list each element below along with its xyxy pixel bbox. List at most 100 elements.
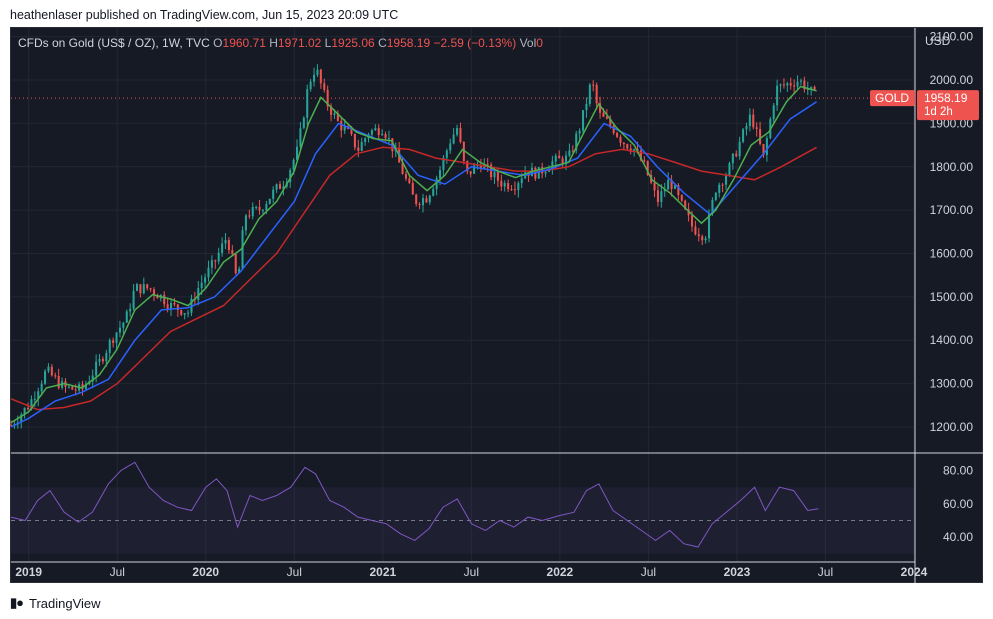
candle-body	[799, 80, 802, 82]
candle-body	[44, 371, 47, 384]
price-tick-label: 1600.00	[930, 247, 974, 261]
ma-mid-line	[10, 101, 818, 428]
candle-body	[599, 103, 602, 113]
candle-body	[255, 206, 258, 208]
candle-body	[316, 69, 319, 75]
candle-body	[9, 424, 13, 426]
candle-body	[452, 134, 455, 144]
candle-body	[762, 144, 765, 156]
candle-body	[670, 179, 673, 189]
candle-body	[677, 185, 680, 195]
candle-body	[537, 167, 540, 179]
candle-body	[357, 147, 360, 151]
legend-low: 1925.06	[331, 36, 375, 50]
candle-body	[779, 84, 782, 86]
candle-body	[343, 126, 346, 131]
candle-body	[646, 160, 649, 175]
candle-body	[633, 149, 636, 152]
candle-body	[745, 125, 748, 130]
candle-body	[336, 113, 339, 121]
candle-body	[449, 143, 452, 151]
candle-body	[350, 128, 353, 135]
candle-body	[667, 179, 670, 190]
candle-body	[258, 206, 261, 211]
candle-body	[248, 215, 251, 217]
candle-body	[122, 322, 125, 328]
price-tick-label: 2100.00	[930, 30, 974, 44]
candle-body	[353, 134, 356, 148]
candle-body	[673, 185, 676, 189]
price-tick-label: 2000.00	[930, 73, 974, 87]
price-tick-label: 1700.00	[930, 203, 974, 217]
candle-body	[224, 239, 227, 244]
ma-fast-line	[10, 85, 817, 424]
candle-body	[340, 120, 343, 131]
candle-body	[609, 118, 612, 126]
rsi-line	[10, 461, 819, 548]
candle-body	[401, 162, 404, 175]
candle-body	[694, 226, 697, 235]
candle-body	[74, 389, 77, 391]
candle-body	[616, 133, 619, 137]
candle-body	[752, 114, 755, 128]
candle-body	[803, 80, 806, 90]
candle-body	[306, 89, 309, 118]
candle-body	[612, 125, 615, 134]
candle-body	[244, 215, 247, 231]
candle-body	[626, 144, 629, 149]
ma-slow-line	[10, 146, 817, 411]
price-tick-label: 1400.00	[930, 333, 974, 347]
rsi-tick-label: 40.00	[943, 530, 973, 544]
candle-body	[588, 84, 591, 104]
candle-body	[40, 383, 43, 392]
candle-body	[796, 81, 799, 87]
candle-body	[149, 288, 152, 290]
candle-body	[513, 189, 516, 191]
candle-body	[561, 158, 564, 165]
candle-body	[238, 268, 241, 274]
candle-body	[486, 164, 489, 166]
candle-body	[721, 184, 724, 186]
candle-body	[404, 174, 407, 179]
candle-body	[333, 113, 336, 115]
candle-body	[731, 153, 734, 164]
candle-body	[146, 284, 149, 289]
candle-body	[748, 114, 751, 126]
candle-body	[176, 304, 179, 311]
candle-body	[425, 198, 428, 203]
candle-body	[187, 312, 190, 314]
candle-body	[295, 146, 299, 160]
candle-body	[636, 149, 639, 151]
chart-frame[interactable]	[10, 27, 983, 583]
candle-body	[585, 103, 588, 111]
candle-body	[166, 304, 169, 309]
candle-body	[782, 84, 785, 86]
candle-body	[265, 203, 268, 211]
candle-body	[551, 161, 554, 170]
candle-body	[268, 198, 271, 204]
candle-body	[330, 106, 333, 115]
price-tag-symbol: GOLD	[875, 91, 909, 105]
candle-body	[152, 289, 156, 295]
candle-body	[105, 352, 108, 362]
candle-body	[37, 391, 40, 399]
candle-body	[697, 234, 700, 237]
candle-body	[57, 375, 60, 388]
candle-body	[71, 386, 74, 390]
price-axis: 1200.00 1300.00 1400.00 1500.00 1600.00 1700.…	[930, 30, 974, 434]
tradingview-logo[interactable]: ▮● TradingView	[10, 595, 101, 611]
candle-body	[91, 375, 94, 382]
candle-body	[54, 375, 57, 377]
legend-vol: 0	[536, 36, 543, 50]
price-tick-label: 1200.00	[930, 420, 974, 434]
candle-body	[558, 155, 561, 159]
candle-body	[725, 175, 728, 185]
candle-body	[241, 230, 244, 269]
candle-body	[445, 150, 448, 158]
time-tick-label: 2022	[547, 565, 574, 579]
rsi-axis: 40.00 60.00 80.00	[943, 464, 973, 544]
candle-body	[568, 150, 571, 156]
candle-body	[132, 290, 135, 309]
price-tick-label: 1800.00	[930, 160, 974, 174]
